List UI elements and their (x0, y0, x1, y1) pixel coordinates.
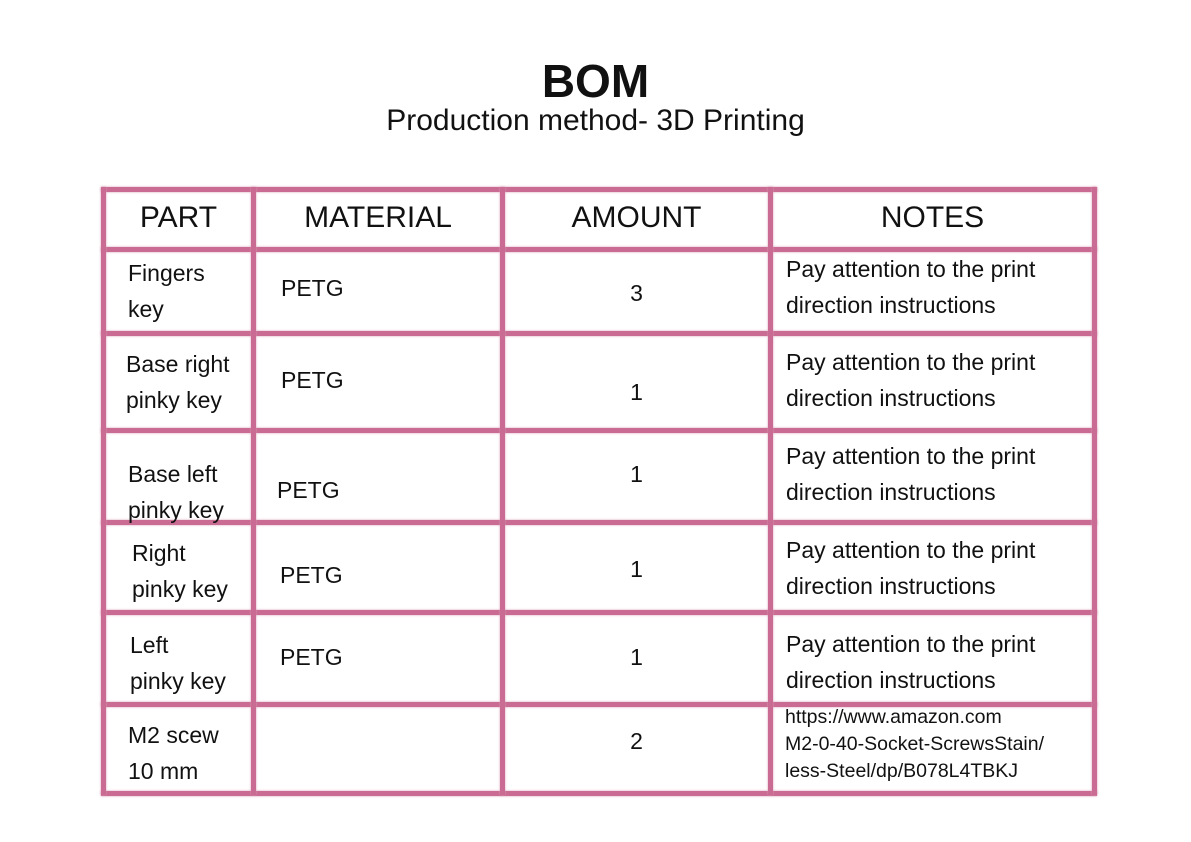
table-column-line (768, 187, 773, 795)
notes-cell: direction instructions (786, 573, 996, 599)
notes-cell: direction instructions (786, 292, 996, 318)
table-row-line (101, 331, 1097, 336)
part-cell: M2 scew (128, 722, 219, 748)
column-header: NOTES (880, 201, 985, 234)
amount-cell: 1 (630, 644, 643, 670)
notes-cell: Pay attention to the print (786, 443, 1036, 469)
table-column-line (251, 187, 256, 795)
notes-cell: direction instructions (786, 385, 996, 411)
part-cell: Left (130, 632, 169, 658)
material-cell: PETG (281, 367, 344, 393)
notes-cell: Pay attention to the print (786, 256, 1036, 282)
table-row-line (101, 247, 1097, 252)
amount-cell: 1 (630, 379, 643, 405)
table-column-line (1092, 187, 1097, 795)
part-cell: pinky key (130, 668, 226, 694)
table-column-line (101, 187, 106, 795)
material-cell: PETG (280, 644, 343, 670)
page-title: BOM (541, 55, 650, 107)
notes-link[interactable]: M2-0-40-Socket-ScrewsStain/ (785, 733, 1045, 755)
notes-link[interactable]: less-Steel/dp/B078L4TBKJ (785, 760, 1019, 782)
notes-cell: direction instructions (786, 667, 996, 693)
table-column-line (500, 187, 505, 795)
part-cell: Fingers (128, 260, 205, 286)
amount-cell: 1 (630, 461, 643, 487)
part-cell: Base left (128, 461, 218, 487)
page-subtitle: Production method- 3D Printing (386, 104, 805, 137)
part-cell: pinky key (132, 576, 228, 602)
table-row-line (101, 791, 1097, 796)
amount-cell: 2 (630, 728, 643, 754)
notes-cell: Pay attention to the print (786, 349, 1036, 375)
column-header: AMOUNT (571, 201, 702, 234)
notes-cell: direction instructions (786, 479, 996, 505)
part-cell: Base right (126, 351, 230, 377)
notes-link[interactable]: https://www.amazon.com (785, 706, 1002, 728)
part-cell: 10 mm (128, 758, 199, 784)
material-cell: PETG (277, 477, 340, 503)
notes-cell: Pay attention to the print (786, 537, 1036, 563)
table-row-line (101, 610, 1097, 615)
amount-cell: 1 (630, 556, 643, 582)
material-cell: PETG (281, 275, 344, 301)
table-row-line (101, 428, 1097, 433)
amount-cell: 3 (630, 280, 643, 306)
part-cell: pinky key (126, 387, 222, 413)
part-cell: key (128, 296, 164, 322)
material-cell: PETG (280, 562, 343, 588)
table-row-line (101, 187, 1097, 192)
table-row-line (101, 702, 1097, 707)
column-header: PART (139, 201, 218, 234)
part-cell: pinky key (128, 497, 224, 523)
table-row-line (101, 520, 1097, 525)
notes-cell: Pay attention to the print (786, 631, 1036, 657)
column-header: MATERIAL (304, 201, 452, 234)
part-cell: Right (132, 540, 186, 566)
